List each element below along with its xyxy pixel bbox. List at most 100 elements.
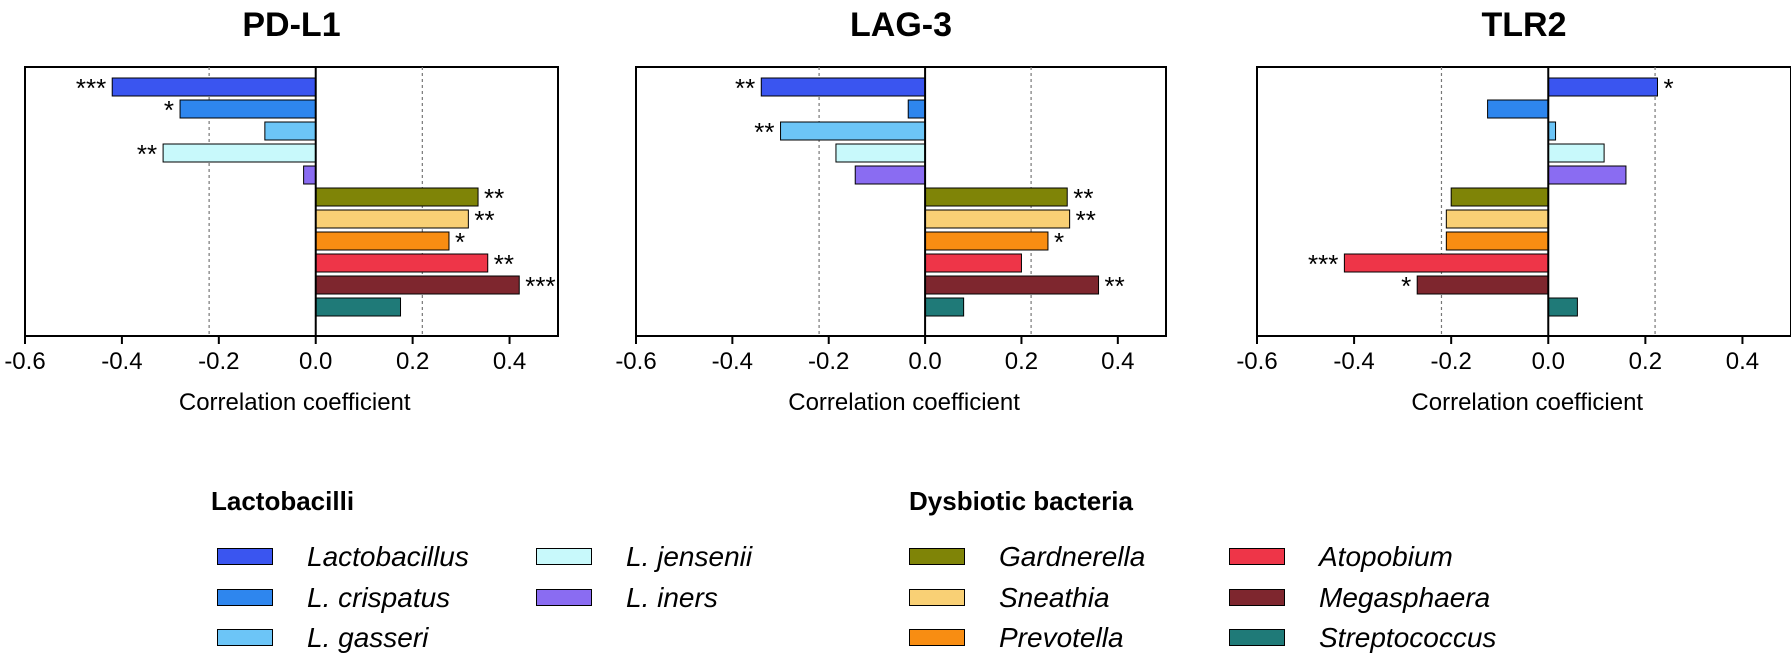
legend-label: Megasphaera: [1319, 582, 1491, 613]
legend-swatch: [217, 548, 273, 565]
bar: [924, 209, 1071, 229]
bar: [162, 143, 317, 163]
bar: [1445, 231, 1549, 251]
x-tick-label: 0.4: [493, 348, 526, 375]
bar: [1450, 187, 1549, 207]
x-tick-label: -0.4: [101, 348, 142, 375]
x-tick-label: 0.2: [1005, 348, 1038, 375]
x-tick-label: -0.2: [808, 348, 849, 375]
bar: [1547, 165, 1627, 185]
legend-label: Gardnerella: [999, 541, 1146, 572]
legend-swatch: [217, 589, 273, 606]
x-axis-label: Correlation coefficient: [1411, 389, 1643, 416]
significance-label: **: [494, 249, 514, 279]
bar: [924, 187, 1068, 207]
legend-label: L. iners: [626, 582, 718, 613]
bar: [1416, 275, 1549, 295]
x-tick-label: 0.2: [396, 348, 429, 375]
bar: [1547, 121, 1557, 141]
bar: [924, 231, 1049, 251]
significance-label: **: [1076, 205, 1096, 235]
x-tick-label: -0.6: [4, 348, 45, 375]
plot-frame: [1256, 66, 1791, 337]
legend-title-dysbiotic: Dysbiotic bacteria: [909, 486, 1133, 516]
bar: [1547, 77, 1658, 97]
bar: [924, 297, 965, 317]
x-tick-label: 0.2: [1629, 348, 1662, 375]
legend-label: Sneathia: [999, 582, 1110, 613]
legend-swatch: [909, 629, 965, 646]
plot-frame: [635, 66, 1167, 337]
chart-title: TLR2: [1482, 6, 1567, 44]
x-tick-label: -0.4: [1333, 348, 1374, 375]
bar: [780, 121, 926, 141]
legend-swatch: [1229, 629, 1285, 646]
plot-frame: [24, 66, 559, 337]
significance-label: *: [455, 227, 465, 257]
bar: [924, 253, 1022, 273]
chart-title: LAG-3: [850, 6, 952, 44]
significance-label: **: [137, 139, 157, 169]
legend-swatch: [217, 629, 273, 646]
x-tick-label: -0.2: [198, 348, 239, 375]
legend-swatch: [536, 548, 592, 565]
bar: [315, 187, 479, 207]
bar: [854, 165, 926, 185]
significance-label: *: [1664, 73, 1674, 103]
bar: [835, 143, 926, 163]
bar: [315, 297, 402, 317]
x-tick-label: -0.6: [615, 348, 656, 375]
legend-label: L. gasseri: [307, 622, 429, 653]
legend-label: L. jensenii: [626, 541, 753, 572]
bar: [315, 209, 469, 229]
legend-swatch: [909, 589, 965, 606]
x-tick-label: 0.4: [1726, 348, 1759, 375]
bar: [179, 99, 317, 119]
bar: [1343, 253, 1549, 273]
x-tick-label: 0.0: [299, 348, 332, 375]
significance-label: **: [735, 73, 755, 103]
legend-label: Prevotella: [999, 622, 1124, 653]
significance-label: ***: [1308, 249, 1338, 279]
x-tick-label: -0.2: [1431, 348, 1472, 375]
bar: [1487, 99, 1549, 119]
legend-label: Streptococcus: [1319, 622, 1497, 653]
bar: [924, 275, 1100, 295]
x-tick-label: 0.0: [1532, 348, 1565, 375]
bar: [1547, 297, 1578, 317]
significance-label: **: [754, 117, 774, 147]
legend-label: Atopobium: [1319, 541, 1453, 572]
significance-label: ***: [525, 271, 555, 301]
legend-label: Lactobacillus: [307, 541, 469, 572]
significance-label: *: [1401, 271, 1411, 301]
x-tick-label: 0.4: [1101, 348, 1134, 375]
bar: [315, 275, 520, 295]
legend-swatch: [536, 589, 592, 606]
bar: [264, 121, 317, 141]
bar: [907, 99, 926, 119]
significance-label: **: [484, 183, 504, 213]
bar: [315, 253, 489, 273]
x-tick-label: -0.6: [1236, 348, 1277, 375]
x-axis-label: Correlation coefficient: [179, 389, 411, 416]
significance-label: *: [164, 95, 174, 125]
bar: [111, 77, 317, 97]
bar: [1445, 209, 1549, 229]
chart-title: PD-L1: [242, 6, 340, 44]
x-tick-label: 0.0: [908, 348, 941, 375]
significance-label: **: [1105, 271, 1125, 301]
bar: [303, 165, 317, 185]
significance-label: **: [474, 205, 494, 235]
bar: [1547, 143, 1605, 163]
legend-title-lactobacilli: Lactobacilli: [211, 486, 355, 516]
legend-swatch: [909, 548, 965, 565]
legend-swatch: [1229, 548, 1285, 565]
bar: [760, 77, 926, 97]
x-tick-label: -0.4: [712, 348, 753, 375]
x-axis-label: Correlation coefficient: [788, 389, 1020, 416]
bar: [315, 231, 450, 251]
significance-label: *: [1054, 227, 1064, 257]
significance-label: **: [1073, 183, 1093, 213]
legend-swatch: [1229, 589, 1285, 606]
